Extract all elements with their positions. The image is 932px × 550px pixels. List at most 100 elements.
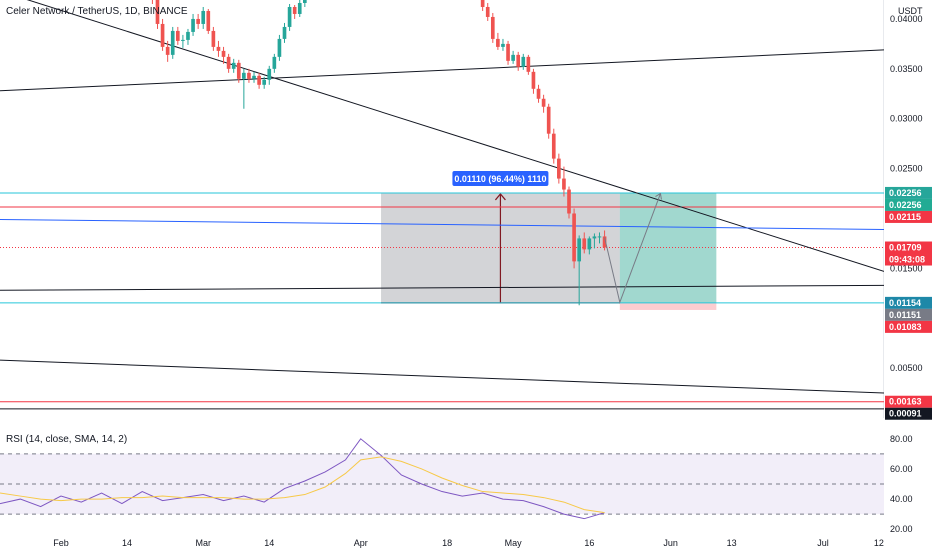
candle-body [506,43,510,61]
price-tick-label: 0.01500 [890,263,923,273]
rsi-tick-label: 40.00 [890,494,913,504]
rsi-sma-line [0,456,605,514]
candle-body [501,43,505,47]
price-tag-label: 0.02256 [889,200,922,210]
price-tick-label: 0.00500 [890,363,923,373]
candle-body [480,0,485,7]
candle-body [267,68,272,80]
price-tag-label: 0.01083 [889,322,922,332]
price-tag-label: 0.00163 [889,397,922,407]
candle-body [175,30,180,41]
time-tick-label: May [505,538,523,548]
time-tick-label: 14 [264,538,274,548]
candle-body [155,0,160,24]
candle-body [297,2,302,14]
candle-body [257,75,261,85]
candle-body [485,6,490,17]
candle-body [226,56,231,69]
trend-line [0,359,884,394]
candle-body [252,75,256,79]
time-tick-label: Apr [354,538,368,548]
price-tag-label: 0.02256 [889,188,922,198]
candle-body [572,213,576,262]
candle-body [160,23,165,47]
candle-body [582,238,587,250]
measure-arrow-head [494,193,506,201]
trend-line [26,0,884,272]
candle-body [231,62,236,69]
candle-body [216,46,221,51]
candle-body [541,98,546,107]
candle-body [562,178,566,190]
price-tag-bg [885,210,932,223]
measure-label: 0.01110 (96.44%) 1110 [454,174,546,184]
candle-body [196,18,200,24]
time-tick-label: 13 [727,538,737,548]
candle-body [165,46,170,55]
candle-body [170,30,175,55]
candle-body [211,30,216,47]
price-tag-bg [885,241,932,266]
candle-body [567,189,571,214]
candle-body [236,62,241,79]
candle-body [272,56,277,69]
candle-body [206,10,211,31]
candle-body [521,56,526,67]
time-tick-label: 14 [122,538,132,548]
candle-body [511,54,515,61]
candle-body [282,26,287,39]
price-tag-label: 0.01709 [889,243,922,253]
candle-body [181,39,185,41]
candle-body [557,158,561,179]
candle-body [287,6,292,27]
candle-body [602,236,607,248]
rsi-pane[interactable] [0,438,884,520]
price-tag-label: 0.01151 [889,310,921,320]
price-tag-bg [885,395,932,408]
candle-body [247,72,251,79]
rsi-tick-label: 60.00 [890,464,913,474]
time-axis[interactable]: Feb 14 Mar 14 Apr 18 May 16 Jun 13 Jul 12 [53,538,884,548]
price-tick-label: 0.03500 [890,64,923,74]
price-tag-bg [885,296,932,309]
time-tick-label: 16 [584,538,594,548]
candle-body [526,56,531,72]
candle-body [242,72,246,79]
chart-title: Celer Network / TetherUS, 1D, BINANCE [6,6,188,17]
rsi-tick-label: 80.00 [890,434,913,444]
price-tick-label: 0.02500 [890,164,923,174]
rsi-label: RSI (14, close, SMA, 14, 2) [6,434,127,445]
projection-arrow-head [655,192,662,200]
candle-body [587,238,592,250]
price-tick-label: 0.04000 [890,14,923,24]
candle-body [531,71,536,89]
candle-body [277,38,282,57]
candle-body [221,50,226,57]
price-tag-bg [885,320,932,333]
candle-body [186,31,190,40]
price-tag-bg [885,186,932,199]
candle-body [490,16,495,39]
time-tick-label: Jul [817,538,829,548]
price-tag-label: 0.02115 [889,212,921,222]
candle-body [201,10,206,24]
time-tick-label: Jun [663,538,678,548]
candle-body [292,6,297,14]
long-position-target-zone [619,192,717,303]
trend-line [0,218,884,230]
candle-body [262,79,267,85]
rsi-tick-label: 20.00 [890,524,913,534]
long-position-stop-zone [619,302,717,310]
candle-body [536,88,541,99]
price-unit: USDT [898,6,923,16]
candle-body [516,54,521,67]
price-tag-bg [885,308,932,321]
time-tick-label: 18 [442,538,452,548]
price-axis[interactable]: 0.040000.035000.030000.025000.020000.015… [890,14,923,534]
price-pane-bg [0,0,884,418]
projection-path [604,193,661,304]
price-tag-countdown: 09:43:08 [889,255,925,265]
rsi-line [0,438,605,520]
